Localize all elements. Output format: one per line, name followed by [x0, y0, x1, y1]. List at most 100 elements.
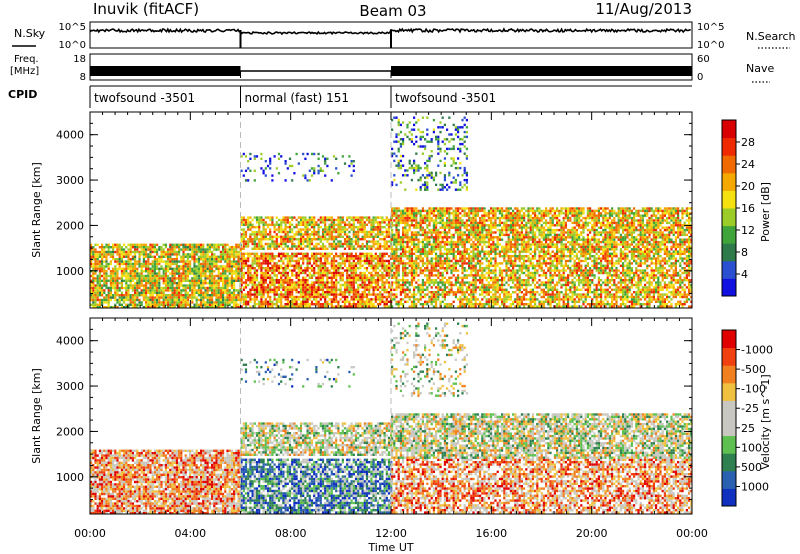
heatmap-cell: [173, 274, 176, 278]
heatmap-cell: [529, 259, 532, 263]
heatmap-cell: [335, 247, 338, 250]
heatmap-cell: [92, 291, 95, 294]
heatmap-cell: [109, 286, 112, 290]
heatmap-cell: [222, 282, 225, 285]
heatmap-cell: [184, 284, 187, 287]
heatmap-cell: [129, 274, 132, 278]
heatmap-cell: [481, 305, 484, 308]
heatmap-cell: [208, 296, 211, 299]
heatmap-cell: [153, 250, 156, 254]
heatmap-cell: [200, 306, 203, 309]
heatmap-cell: [379, 228, 382, 231]
heatmap-cell: [164, 272, 167, 275]
heatmap-cell: [197, 291, 200, 294]
heatmap-cell: [129, 279, 132, 282]
heatmap-cell: [368, 279, 371, 282]
heatmap-cell: [454, 283, 457, 287]
heatmap-cell: [387, 240, 391, 243]
heatmap-cell: [96, 289, 99, 292]
heatmap-cell: [374, 305, 377, 308]
heatmap-cell: [341, 155, 344, 158]
heatmap-cell: [545, 252, 548, 255]
heatmap-cell: [313, 252, 316, 255]
heatmap-cell: [383, 269, 386, 272]
heatmap-cell: [175, 250, 178, 254]
heatmap-cell: [346, 223, 349, 226]
heatmap-cell: [361, 226, 364, 229]
heatmap-cell: [426, 259, 429, 263]
heatmap-cell: [284, 162, 287, 165]
heatmap-cell: [419, 259, 422, 263]
heatmap-cell: [145, 270, 148, 273]
heatmap-cell: [352, 240, 355, 243]
heatmap-cell: [490, 286, 493, 289]
heatmap-cell: [348, 242, 351, 246]
heatmap-cell: [175, 303, 178, 306]
heatmap-cell: [288, 255, 292, 258]
heatmap-cell: [435, 281, 438, 284]
heatmap-cell: [428, 279, 431, 282]
heatmap-cell: [421, 264, 424, 267]
heatmap-cell: [529, 305, 532, 308]
heatmap-cell: [558, 298, 561, 301]
heatmap-cell: [361, 276, 364, 279]
heatmap-cell: [376, 303, 380, 306]
heatmap-cell: [529, 295, 532, 299]
heatmap-cell: [114, 260, 117, 263]
heatmap-cell: [361, 228, 364, 231]
heatmap-cell: [142, 296, 145, 299]
heatmap-cell: [180, 296, 183, 299]
heatmap-cell: [226, 289, 229, 292]
heatmap-cell: [339, 242, 342, 246]
heatmap-cell: [516, 279, 519, 282]
heatmap-cell: [381, 259, 384, 263]
heatmap-cell: [317, 238, 320, 241]
heatmap-cell: [330, 216, 333, 219]
heatmap-cell: [275, 281, 278, 284]
heatmap-cell: [291, 235, 294, 238]
heatmap-cell: [330, 274, 333, 277]
heatmap-cell: [523, 259, 526, 263]
heatmap-cell: [479, 281, 482, 284]
heatmap-cell: [182, 267, 185, 270]
heatmap-cell: [211, 260, 214, 263]
heatmap-cell: [269, 274, 272, 277]
heatmap-cell: [516, 303, 519, 306]
heatmap-cell: [368, 257, 371, 260]
heatmap-cell: [299, 228, 303, 231]
heatmap-cell: [253, 226, 256, 229]
heatmap-cell: [286, 279, 289, 282]
heatmap-cell: [297, 233, 300, 236]
heatmap-cell: [90, 286, 93, 290]
heatmap-cell: [359, 276, 362, 279]
heatmap-cell: [175, 260, 178, 263]
heatmap-cell: [540, 257, 543, 260]
heatmap-cell: [361, 271, 364, 275]
heatmap-cell: [463, 269, 466, 272]
heatmap-cell: [195, 291, 198, 294]
heatmap-cell: [123, 301, 126, 304]
heatmap-cell: [487, 274, 490, 277]
heatmap-cell: [224, 272, 227, 275]
heatmap-cell: [140, 248, 143, 251]
heatmap-cell: [253, 238, 256, 241]
heatmap-cell: [446, 267, 449, 270]
heatmap-cell: [208, 262, 211, 266]
heatmap-cell: [468, 267, 471, 270]
heatmap-cell: [211, 262, 214, 266]
heatmap-cell: [273, 245, 276, 248]
heatmap-cell: [408, 283, 411, 287]
heatmap-cell: [553, 274, 556, 277]
heatmap-cell: [308, 221, 311, 224]
heatmap-cell: [286, 264, 289, 267]
heatmap-cell: [341, 300, 344, 303]
heatmap-cell: [439, 252, 442, 255]
heatmap-cell: [556, 303, 559, 306]
heatmap-cell: [255, 235, 259, 238]
heatmap-cell: [242, 233, 245, 236]
heatmap-cell: [266, 257, 270, 260]
heatmap-cell: [264, 174, 267, 177]
heatmap-cell: [330, 259, 333, 263]
heatmap-cell: [167, 284, 170, 287]
heatmap-cell: [361, 300, 364, 303]
